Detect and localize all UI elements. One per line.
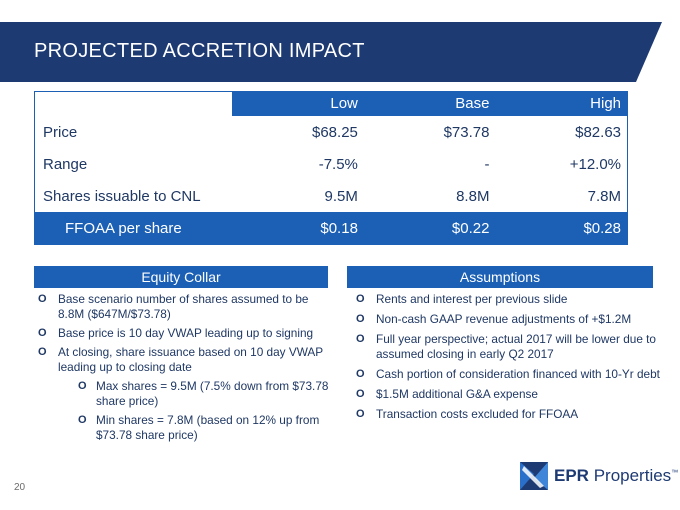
bullet-marker: O	[38, 293, 47, 305]
bullet-text: Base scenario number of shares assumed t…	[58, 292, 309, 321]
list-item: O $1.5M additional G&A expense	[356, 387, 668, 402]
epr-logo: EPR Properties™	[520, 462, 678, 490]
bullet-text: Base price is 10 day VWAP leading up to …	[58, 326, 314, 340]
bullet-text: At closing, share issuance based on 10 d…	[58, 345, 323, 374]
list-item: O Rents and interest per previous slide	[356, 292, 668, 307]
bullet-text: Rents and interest per previous slide	[376, 292, 568, 306]
row-label: Range	[43, 155, 88, 173]
bullet-marker: O	[356, 293, 365, 305]
row-label: FFOAA per share	[65, 219, 182, 237]
sub-list-item: O Min shares = 7.8M (based on 12% up fro…	[34, 413, 334, 443]
sub-list-item: O Max shares = 9.5M (7.5% down from $73.…	[34, 379, 334, 409]
bullet-marker: O	[38, 346, 47, 358]
bullet-marker: O	[356, 408, 365, 420]
logo-wordmark: EPR Properties™	[554, 466, 679, 485]
cell-value: $68.25	[312, 123, 358, 141]
bullet-text: Min shares = 7.8M (based on 12% up from …	[96, 413, 320, 442]
bullet-text: Max shares = 9.5M (7.5% down from $73.78…	[96, 379, 329, 408]
cell-value: $0.18	[320, 219, 358, 237]
table-row-price: Price $68.25 $73.78 $82.63	[35, 116, 627, 148]
bullet-text: Non-cash GAAP revenue adjustments of +$1…	[376, 312, 632, 326]
bullet-text: $1.5M additional G&A expense	[376, 387, 538, 401]
list-item: O Transaction costs excluded for FFOAA	[356, 407, 668, 422]
slide-title: PROJECTED ACCRETION IMPACT	[34, 40, 365, 62]
list-item: O Non-cash GAAP revenue adjustments of +…	[356, 312, 668, 327]
epr-logo-icon	[520, 462, 548, 490]
table-row-ffoaa: FFOAA per share $0.18 $0.22 $0.28	[35, 212, 627, 244]
bullet-marker: O	[78, 380, 87, 392]
cell-value: 9.5M	[324, 187, 358, 205]
assumptions-heading: Assumptions	[347, 266, 653, 288]
table-row-shares: Shares issuable to CNL 9.5M 8.8M 7.8M	[35, 180, 627, 212]
title-banner: PROJECTED ACCRETION IMPACT	[0, 22, 662, 82]
bullet-text: Cash portion of consideration financed w…	[376, 367, 660, 381]
bullet-marker: O	[78, 414, 87, 426]
title-banner-corner	[636, 22, 662, 82]
row-label: Price	[43, 123, 78, 141]
cell-value: +12.0%	[569, 155, 622, 173]
list-item: O Full year perspective; actual 2017 wil…	[356, 332, 668, 362]
page-number: 20	[14, 482, 26, 493]
cell-value: $0.28	[583, 219, 621, 237]
cell-value: $0.22	[451, 219, 490, 237]
header-low: Low	[232, 92, 364, 116]
bullet-text: Transaction costs excluded for FFOAA	[376, 407, 579, 421]
cell-value: -	[484, 155, 490, 173]
list-item: O Base scenario number of shares assumed…	[34, 292, 334, 322]
bullet-marker: O	[356, 333, 365, 345]
cell-value: -7.5%	[318, 155, 358, 173]
list-item: O Cash portion of consideration financed…	[356, 367, 668, 382]
table-header-row: Low Base High	[35, 92, 628, 116]
equity-collar-heading: Equity Collar	[34, 266, 328, 288]
bullet-marker: O	[356, 368, 365, 380]
cell-value: $73.78	[443, 123, 490, 141]
equity-collar-list: O Base scenario number of shares assumed…	[34, 292, 334, 447]
cell-value: 7.8M	[587, 187, 622, 205]
header-base: Base	[363, 92, 496, 116]
cell-value: 8.8M	[456, 187, 490, 205]
list-item: O Base price is 10 day VWAP leading up t…	[34, 326, 334, 341]
assumptions-list: O Rents and interest per previous slide …	[356, 292, 668, 427]
list-item: O At closing, share issuance based on 10…	[34, 345, 334, 375]
header-high: High	[495, 92, 628, 116]
bullet-marker: O	[38, 327, 47, 339]
table-row-range: Range -7.5% - +12.0%	[35, 148, 627, 180]
bullet-marker: O	[356, 313, 365, 325]
bullet-text: Full year perspective; actual 2017 will …	[376, 332, 656, 361]
cell-value: $82.63	[575, 123, 622, 141]
accretion-table: Low Base High Price $68.25 $73.78 $82.63…	[34, 91, 628, 245]
row-label: Shares issuable to CNL	[43, 187, 201, 205]
bullet-marker: O	[356, 388, 365, 400]
